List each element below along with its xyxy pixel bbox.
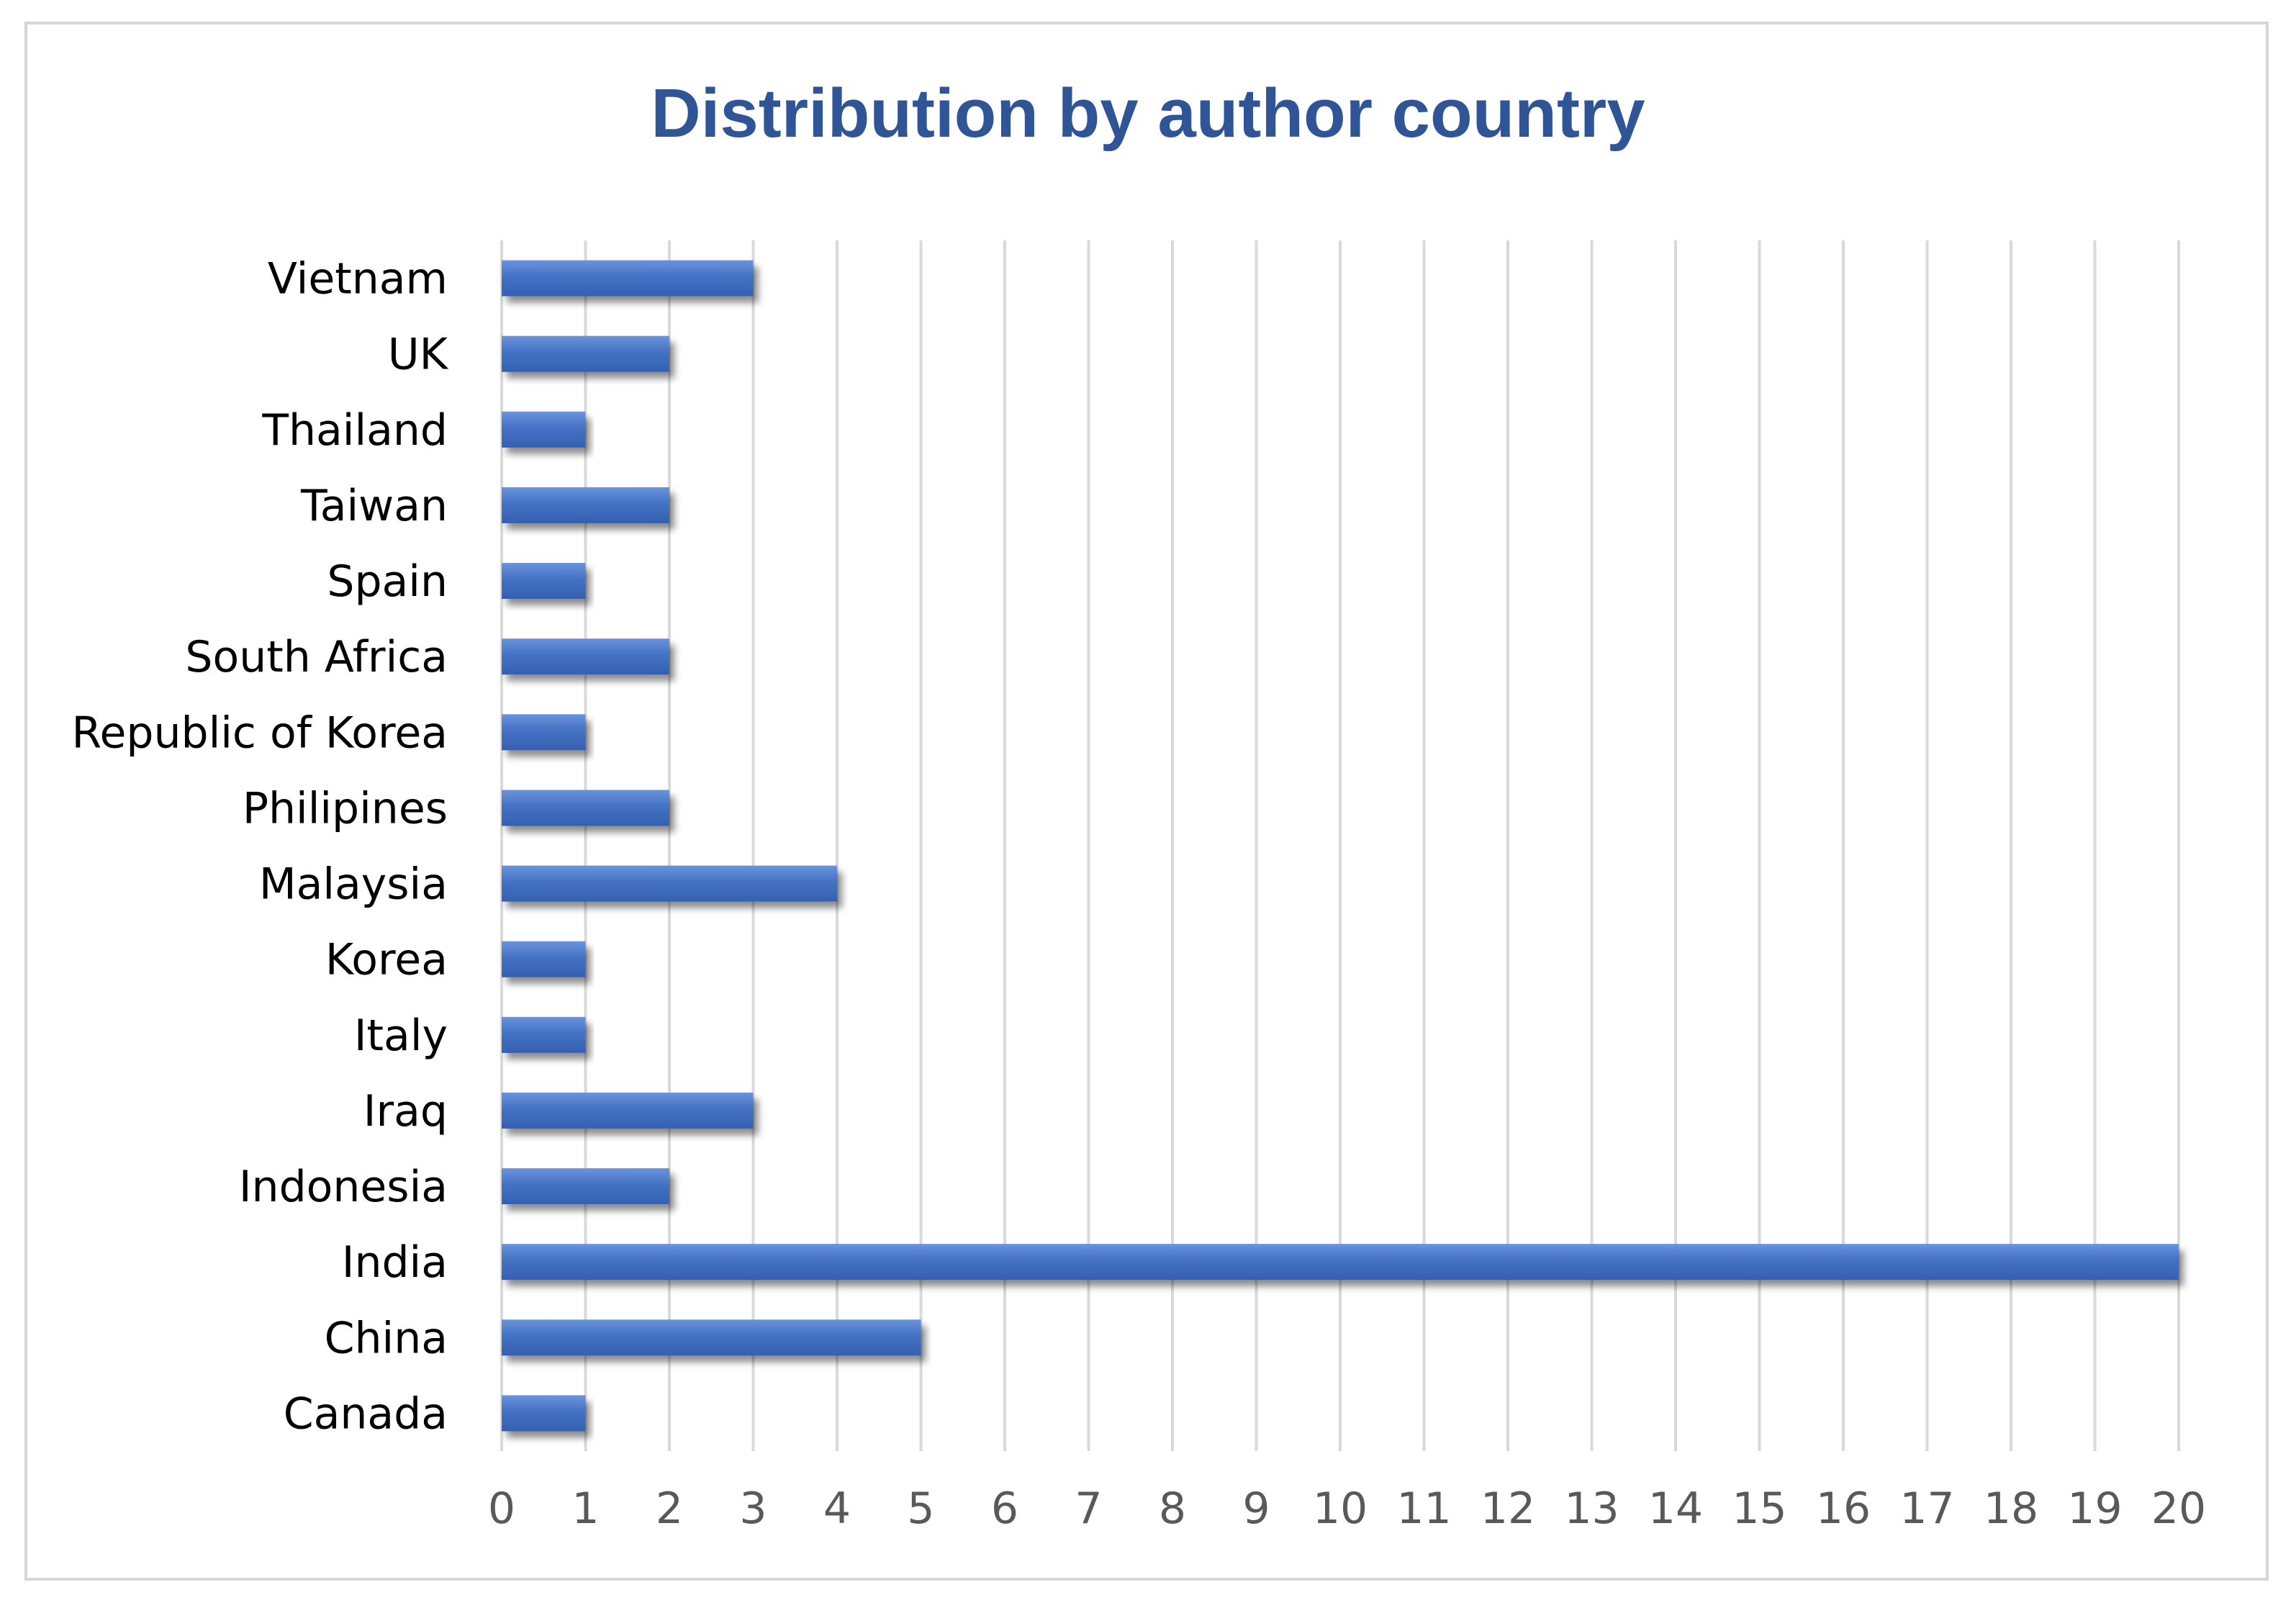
- chart-frame: [24, 22, 2269, 1581]
- category-label: Taiwan: [300, 481, 448, 531]
- category-label: Korea: [325, 935, 448, 985]
- bar: [502, 411, 586, 448]
- x-tick-label: 8: [1159, 1483, 1186, 1534]
- category-label: Malaysia: [259, 859, 448, 910]
- bar: [502, 638, 669, 675]
- x-tick-label: 12: [1481, 1483, 1535, 1534]
- bar: [502, 487, 669, 523]
- bar: [502, 865, 837, 902]
- x-tick-label: 5: [907, 1483, 934, 1534]
- bar: [502, 1168, 669, 1205]
- bar: [502, 335, 669, 372]
- chart-title: Distribution by author country: [651, 75, 1645, 152]
- bar: [502, 1092, 754, 1129]
- x-tick-label: 1: [571, 1483, 599, 1534]
- category-label: Philipines: [243, 783, 448, 834]
- x-tick-label: 3: [739, 1483, 767, 1534]
- bar: [502, 941, 586, 977]
- bar: [502, 563, 586, 600]
- bar: [502, 1395, 586, 1432]
- bars: [502, 260, 2179, 1432]
- category-label: Spain: [327, 556, 448, 607]
- x-tick-label: 9: [1242, 1483, 1270, 1534]
- bar: [502, 714, 586, 751]
- category-label: India: [342, 1237, 448, 1288]
- x-tick-label: 7: [1075, 1483, 1102, 1534]
- x-tick-label: 15: [1732, 1483, 1786, 1534]
- x-tick-label: 13: [1564, 1483, 1619, 1534]
- category-label: Canada: [284, 1388, 448, 1439]
- category-label: Iraq: [363, 1086, 448, 1137]
- x-tick-label: 16: [1816, 1483, 1871, 1534]
- x-tick-label: 4: [823, 1483, 851, 1534]
- x-tick-label: 0: [488, 1483, 515, 1534]
- bar: [502, 260, 754, 297]
- x-tick-label: 19: [2067, 1483, 2122, 1534]
- bar: [502, 1016, 586, 1053]
- category-label: Vietnam: [268, 254, 448, 304]
- category-label: China: [325, 1313, 448, 1363]
- x-tick-label: 20: [2151, 1483, 2206, 1534]
- bar: [502, 1319, 921, 1356]
- category-axis-labels: Vietnam UK Thailand Taiwan Spain South Africa…: [71, 254, 448, 1440]
- category-label: Italy: [354, 1011, 448, 1061]
- x-tick-label: 10: [1313, 1483, 1368, 1534]
- category-label: UK: [388, 330, 449, 380]
- x-tick-label: 18: [1984, 1483, 2038, 1534]
- x-tick-label: 17: [1899, 1483, 1954, 1534]
- category-label: Republic of Korea: [71, 708, 448, 758]
- value-axis-ticks: 0 1 2 3 4 5 6 7 8 9 10 11 12 13 14 15 16 17 18 19 20: [488, 1483, 2206, 1534]
- x-tick-label: 11: [1396, 1483, 1451, 1534]
- category-label: Thailand: [261, 405, 448, 456]
- bar: [502, 790, 669, 826]
- x-tick-label: 6: [991, 1483, 1018, 1534]
- category-label: South Africa: [185, 632, 448, 682]
- x-tick-label: 14: [1648, 1483, 1703, 1534]
- bar: [502, 1244, 2179, 1280]
- category-label: Indonesia: [239, 1162, 448, 1212]
- x-tick-label: 2: [656, 1483, 683, 1534]
